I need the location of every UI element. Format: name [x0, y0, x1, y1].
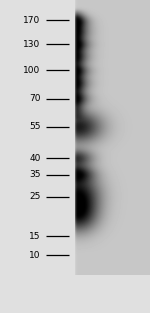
Text: 10: 10 [29, 251, 40, 259]
Text: 15: 15 [29, 232, 40, 241]
Text: 70: 70 [29, 94, 40, 103]
Bar [0, 275, 150, 313]
Text: 100: 100 [23, 66, 40, 75]
Bar [0, 0, 75, 313]
Text: 40: 40 [29, 154, 40, 162]
Text: 170: 170 [23, 16, 40, 25]
Text: 35: 35 [29, 170, 40, 179]
Text: 130: 130 [23, 40, 40, 49]
Text: 25: 25 [29, 192, 40, 201]
Text: 55: 55 [29, 122, 40, 131]
